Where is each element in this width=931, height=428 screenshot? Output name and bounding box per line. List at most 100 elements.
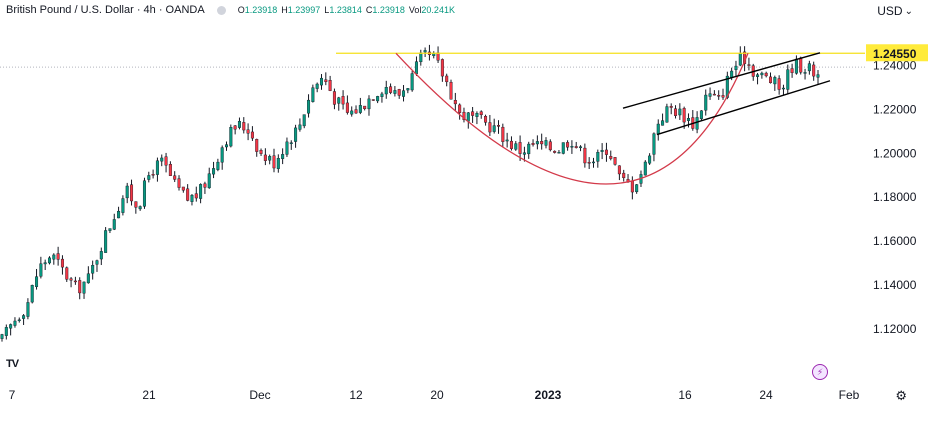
status-dot-icon <box>216 5 226 15</box>
candle-body <box>186 188 190 201</box>
candle-body <box>393 90 397 94</box>
candle-body <box>242 122 246 131</box>
symbol-title[interactable]: British Pound / U.S. Dollar · 4h · OANDA <box>6 4 205 16</box>
candle-body <box>212 168 216 175</box>
candles-layer <box>0 44 820 342</box>
candle-body <box>289 142 293 144</box>
candle-body <box>479 111 483 116</box>
candle-body <box>216 161 220 170</box>
candle-body <box>194 193 198 199</box>
time-tick-label: 7 <box>9 388 16 402</box>
candle-body <box>73 280 77 283</box>
candle-body <box>527 143 531 155</box>
candle-body <box>604 149 608 155</box>
candle-body <box>337 97 341 104</box>
candle-body <box>414 61 418 75</box>
candle-body <box>237 121 241 128</box>
price-tick-label: 1.20000 <box>873 146 917 160</box>
candle-body <box>272 155 276 169</box>
candle-body <box>35 276 39 287</box>
candle-body <box>458 104 462 113</box>
candle-body <box>60 258 64 268</box>
candle-body <box>579 146 583 149</box>
candle-body <box>656 123 660 135</box>
candle-body <box>47 257 51 264</box>
candle-body <box>699 110 703 119</box>
resistance-price-badge <box>866 44 928 62</box>
candle-body <box>799 57 803 73</box>
candle-body <box>39 263 43 277</box>
candle-body <box>22 315 26 319</box>
lightning-icon[interactable]: ⚡ <box>812 364 828 380</box>
candle-body <box>686 118 690 121</box>
resistance-price-label: 1.24550 <box>873 47 917 61</box>
ohlc-open: O1.23918 <box>237 5 278 15</box>
candle-body <box>609 156 613 159</box>
symbol-legend[interactable]: British Pound / U.S. Dollar · 4h · OANDA… <box>6 4 455 16</box>
candle-body <box>566 142 570 148</box>
candle-body <box>43 262 47 265</box>
candle-body <box>613 157 617 165</box>
candle-body <box>786 69 790 90</box>
ohlc-values: O1.23918 H1.23997 L1.23814 C1.23918 Vol2… <box>238 5 455 15</box>
candle-body <box>147 175 151 180</box>
candle-body <box>790 68 794 73</box>
candle-body <box>376 96 380 102</box>
gear-icon[interactable]: ⚙ <box>895 388 907 403</box>
time-axis[interactable]: 7 21 Dec 12 20 2023 16 24 Feb <box>9 388 860 402</box>
candle-body <box>302 114 306 127</box>
candle-body <box>712 93 716 96</box>
chevron-down-icon: ⌄ <box>904 5 913 17</box>
candle-body <box>652 133 656 155</box>
candle-body <box>574 146 578 148</box>
candle-body <box>587 161 591 164</box>
candle-body <box>142 180 146 207</box>
candle-body <box>56 253 60 260</box>
candle-body <box>164 156 168 166</box>
candle-body <box>52 254 56 260</box>
channel-upper-line <box>622 52 821 109</box>
price-tick-label: 1.14000 <box>873 278 917 292</box>
candle-body <box>121 198 125 213</box>
price-axis[interactable]: 1.24000 1.22000 1.20000 1.18000 1.16000 1.140… <box>866 44 928 336</box>
candle-body <box>207 173 211 189</box>
ohlc-high: H1.23997 <box>281 5 321 15</box>
candle-body <box>781 87 785 90</box>
ohlc-low: L1.23814 <box>324 5 362 15</box>
currency-selector[interactable]: USD ⌄ <box>877 4 913 18</box>
candle-body <box>250 131 254 139</box>
candle-body <box>440 59 444 77</box>
time-tick-label: 2023 <box>535 388 562 402</box>
candle-body <box>294 127 298 142</box>
candle-body <box>134 201 138 208</box>
candle-body <box>104 230 108 253</box>
candle-body <box>281 154 285 159</box>
price-tick-label: 1.12000 <box>873 322 917 336</box>
candle-body <box>263 154 267 161</box>
candle-body <box>410 73 414 91</box>
candle-body <box>203 183 207 188</box>
candle-body <box>341 96 345 105</box>
candle-body <box>168 164 172 176</box>
tradingview-logo-icon[interactable]: TV <box>6 358 19 370</box>
candle-body <box>738 53 742 66</box>
candle-body <box>345 102 349 113</box>
candle-body <box>695 117 699 130</box>
time-tick-label: Feb <box>839 388 860 402</box>
candle-body <box>276 158 280 169</box>
candle-body <box>324 79 328 82</box>
candle-body <box>190 194 194 202</box>
candle-body <box>112 219 116 230</box>
candle-body <box>591 161 595 164</box>
price-tick-label: 1.18000 <box>873 190 917 204</box>
candle-body <box>91 265 95 274</box>
candle-body <box>367 98 371 110</box>
candle-body <box>630 180 634 193</box>
candle-body <box>777 78 781 90</box>
candle-body <box>26 302 30 317</box>
candle-body <box>65 267 69 280</box>
time-tick-label: 16 <box>678 388 692 402</box>
candle-body <box>13 320 17 326</box>
